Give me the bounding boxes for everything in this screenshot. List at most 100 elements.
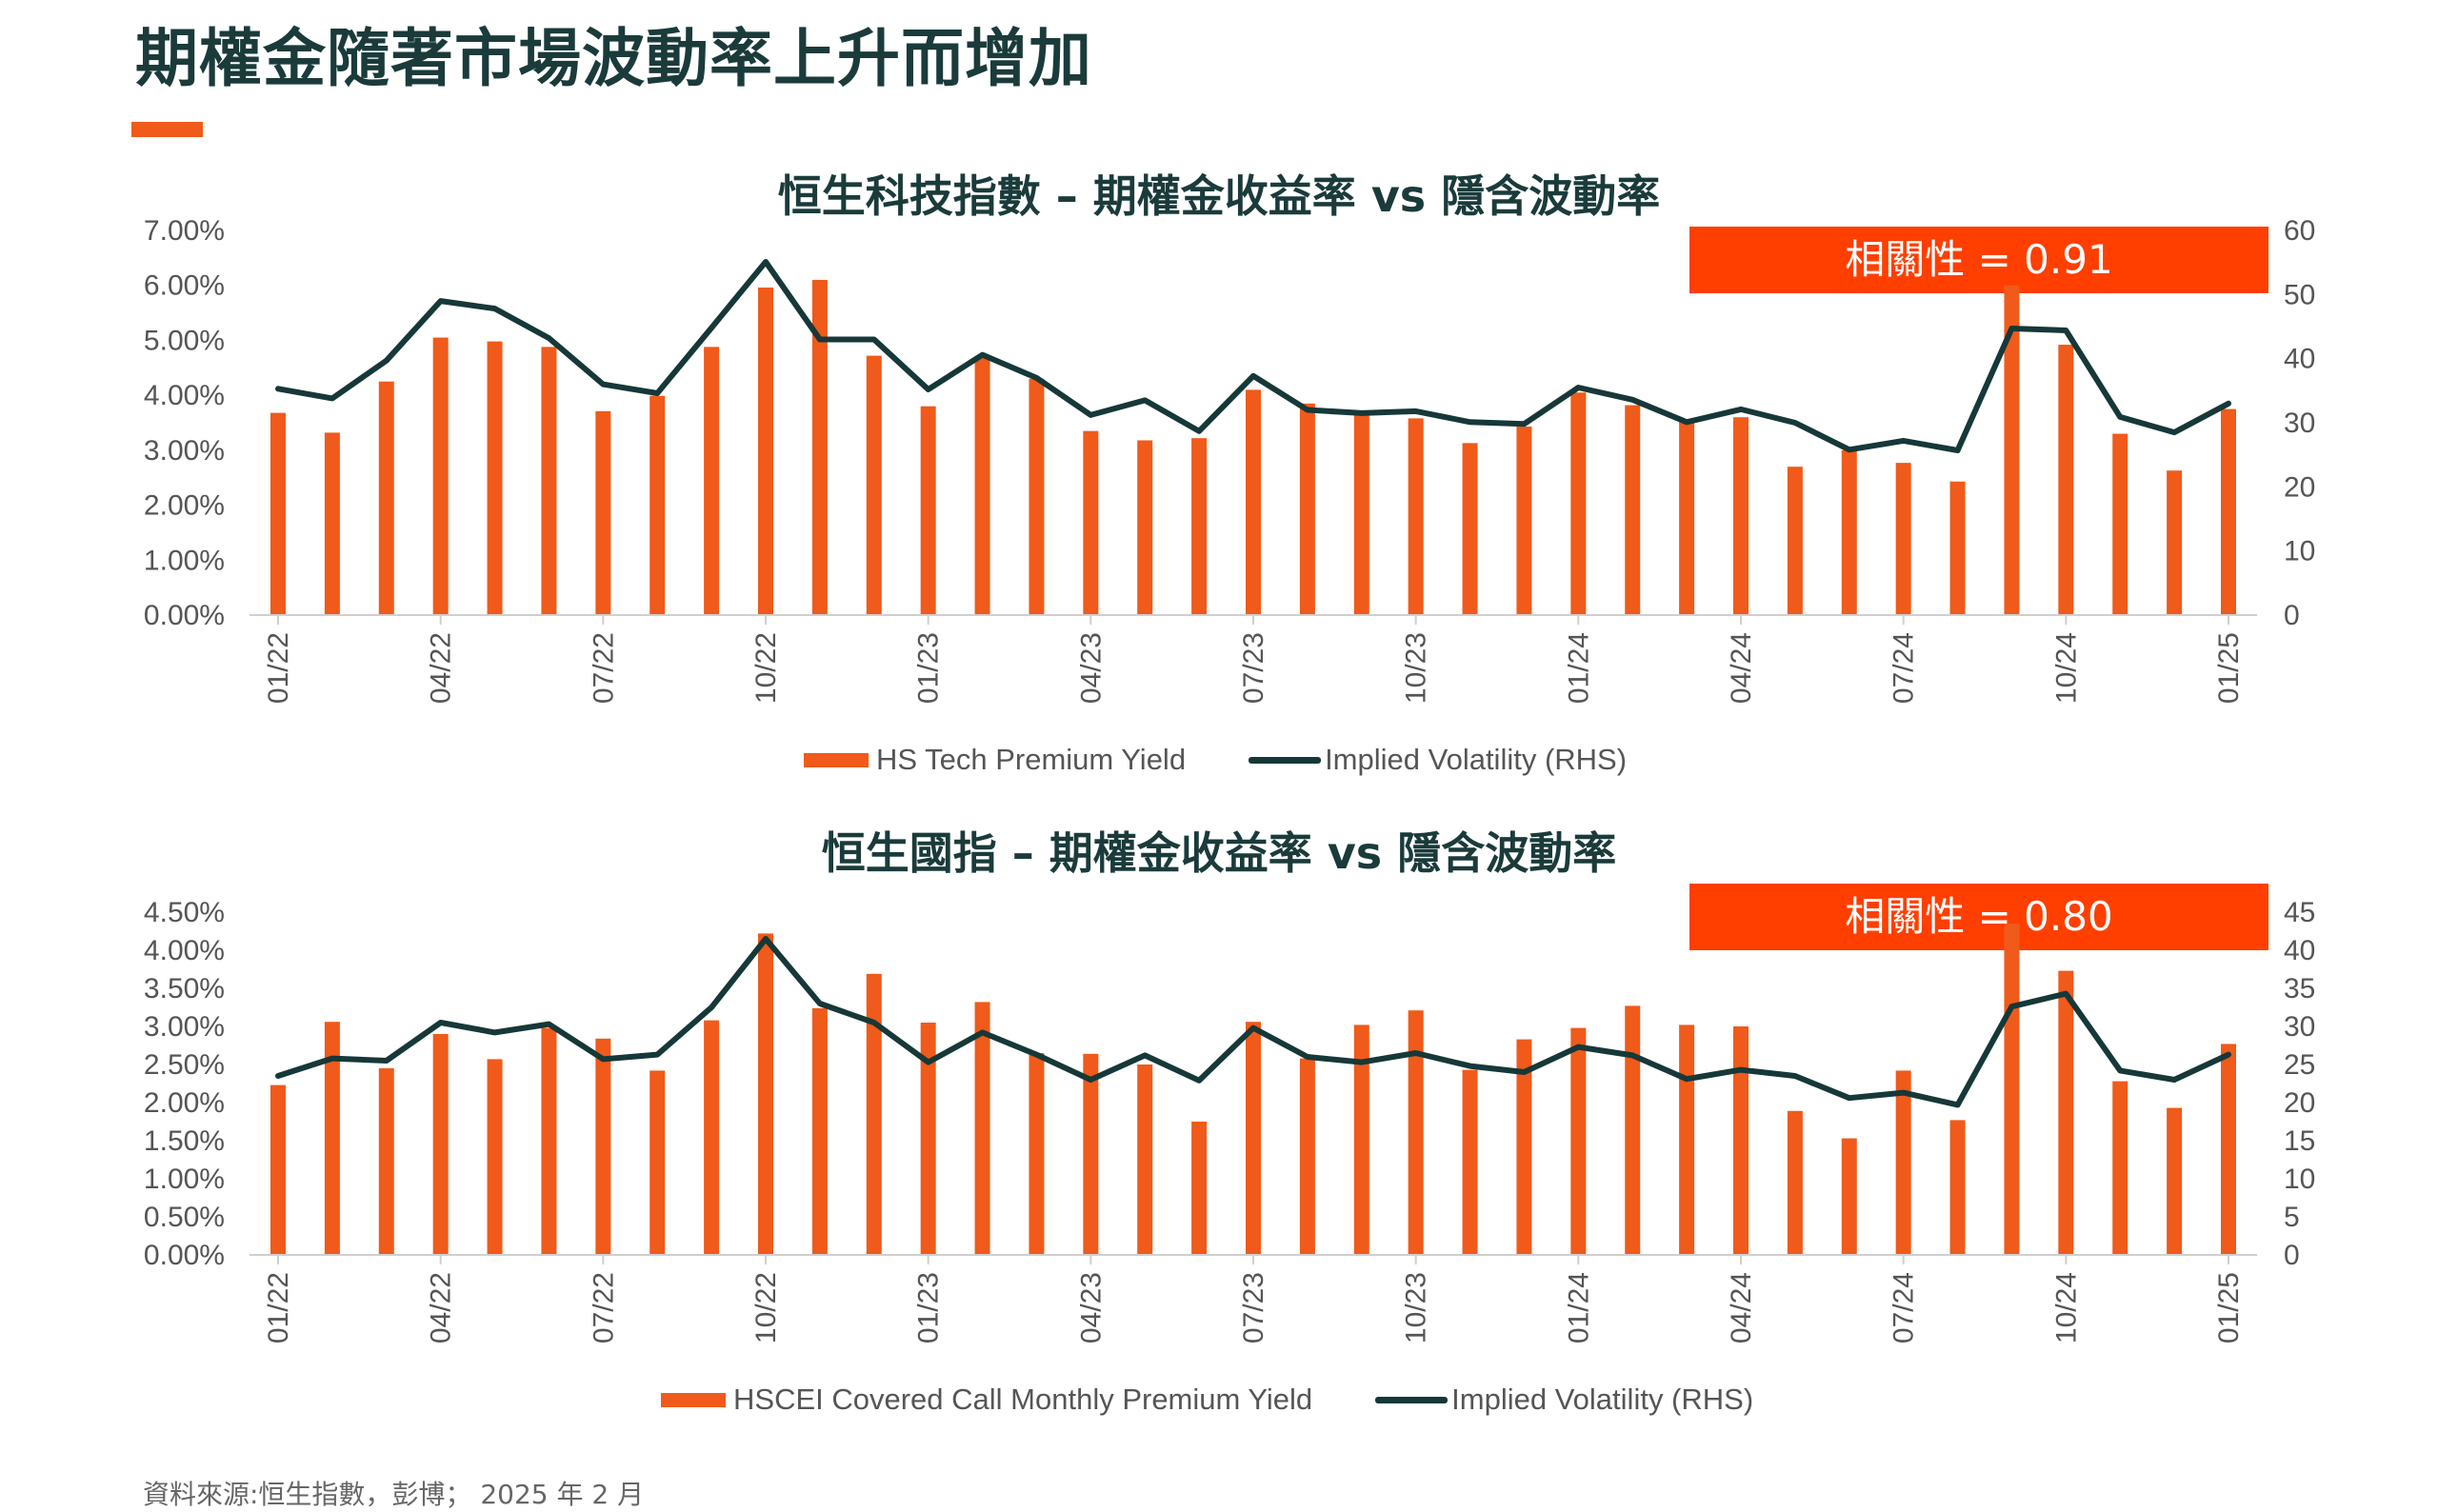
chart2-x-tick-label: 01/24 (1563, 1272, 1594, 1343)
chart1-iv-line (275, 259, 2231, 453)
source-note: 資料來源:恒生指數，彭博； 2025 年 2 月 (143, 1479, 645, 1510)
chart1-plot: 0.00% 1.00% 2.00% 3.00% 4.00% 5.00% 6.00% 7.00%… (144, 215, 2315, 704)
legend-bar-swatch (661, 1392, 726, 1407)
chart1-x-tick-label: 01/22 (263, 632, 294, 704)
chart1-bar (1733, 417, 1749, 615)
chart2-plot: 0.00% 0.50% 1.00% 1.50% 2.00% 2.50% 3.00% 3.50%… (144, 897, 2315, 1343)
chart1-y-tick-label: 7.00% (144, 215, 225, 247)
chart2-y2-tick-label: 30 (2284, 1011, 2315, 1043)
chart2-bar (1733, 1026, 1749, 1255)
chart2-bar (1299, 1058, 1315, 1255)
chart1-bar (2167, 470, 2183, 615)
chart1-bar (1299, 403, 1315, 615)
chart2-bar (704, 1020, 720, 1255)
chart2-bar (1083, 1053, 1099, 1255)
chart1-y2-tick-label: 20 (2284, 471, 2315, 503)
chart2-bar (1191, 1122, 1208, 1255)
chart1-y2-tick-label: 30 (2284, 408, 2315, 439)
chart1-legend-line-label: Implied Volatility (RHS) (1325, 743, 1628, 776)
chart1-bar (1246, 389, 1261, 615)
chart1-x-tick-label: 01/24 (1563, 632, 1594, 704)
chart1-bar (974, 356, 990, 615)
chart1-bar (1029, 378, 1045, 615)
chart2-y2-tick-label: 20 (2284, 1087, 2315, 1119)
title-accent-bar (131, 122, 203, 137)
chart1-bar (378, 381, 394, 615)
chart2-bar (649, 1070, 666, 1255)
chart2-bar (1408, 1010, 1424, 1255)
chart2-y2-tick-label: 5 (2284, 1202, 2300, 1233)
chart2-y2-tick-label: 0 (2284, 1240, 2300, 1271)
chart2-bar (2221, 1044, 2236, 1255)
chart1-bar (1516, 427, 1532, 615)
chart2-y-tick-label: 3.50% (144, 973, 225, 1005)
chart2-x-tick-label: 01/25 (2213, 1272, 2245, 1343)
chart1-y2-tick-label: 10 (2284, 536, 2315, 567)
chart1-bar (811, 279, 828, 615)
chart2-bar (432, 1034, 449, 1255)
chart2-bar (1462, 1069, 1478, 1255)
chart1-bar (1462, 443, 1478, 615)
chart1-y-tick-label: 6.00% (144, 270, 225, 302)
chart1-bar (1353, 414, 1369, 615)
chart2-y-tick-label: 2.50% (144, 1049, 225, 1081)
chart1-x-tick-label: 10/22 (750, 632, 782, 704)
chart1-x-tick-label: 04/24 (1726, 632, 1757, 704)
chart2-x-tick-label: 10/24 (2050, 1272, 2082, 1343)
chart2-x-tick-label: 01/23 (913, 1272, 945, 1343)
chart1-bar (1679, 420, 1695, 615)
chart1-x-tick-label: 10/24 (2050, 632, 2082, 704)
chart2-legend: HSCEI Covered Call Monthly Premium Yield… (661, 1383, 1753, 1417)
chart2-iv-line (275, 936, 2231, 1108)
chart2-bar (1029, 1053, 1045, 1255)
chart2-y-tick-label: 1.50% (144, 1125, 225, 1157)
chart1-y-tick-label: 1.00% (144, 545, 225, 576)
chart1-bar (541, 347, 557, 615)
chart1-bar (2058, 345, 2074, 615)
chart1-x-tick-label: 10/23 (1401, 632, 1432, 704)
chart2-bar (2112, 1081, 2128, 1255)
chart1-bar (1787, 467, 1803, 615)
chart2-x-tick-label: 04/23 (1075, 1272, 1107, 1343)
chart2-bar (2167, 1107, 2183, 1255)
chart2-bar (595, 1038, 611, 1255)
chart2-bar (974, 1002, 990, 1255)
chart2-bar (1516, 1039, 1532, 1255)
chart2-bar (1949, 1120, 1966, 1255)
chart2-bar (1679, 1025, 1695, 1255)
chart1-legend: HS Tech Premium Yield Implied Volatility… (804, 743, 1627, 777)
chart2-legend-bar-label: HSCEI Covered Call Monthly Premium Yield (733, 1383, 1313, 1416)
chart2-y2-tick-label: 45 (2284, 897, 2315, 928)
chart2-bar (920, 1023, 936, 1255)
chart2-x-tick-label: 07/22 (588, 1272, 619, 1343)
chart1-bar (324, 432, 340, 615)
chart1-bar (704, 347, 720, 615)
chart2-x-tick-label: 10/23 (1401, 1272, 1432, 1343)
chart2-title: 恒生國指 – 期權金收益率 vs 隱含波動率 (821, 827, 1617, 879)
chart1-y-tick-label: 4.00% (144, 380, 225, 411)
chart2-y-tick-label: 3.00% (144, 1011, 225, 1043)
chart1-correlation-badge: 相關性 = 0.91 (1689, 227, 2268, 293)
chart1-y2-tick-label: 60 (2284, 215, 2315, 247)
chart2-bar (487, 1059, 503, 1255)
chart1-bar (2004, 285, 2020, 615)
chart2-bar (541, 1027, 557, 1255)
chart2-bar (1137, 1064, 1153, 1255)
chart1-bar (487, 341, 503, 615)
chart1-y2-tick-label: 0 (2284, 600, 2300, 631)
chart2-x-tick-label: 10/22 (750, 1272, 782, 1343)
chart1-bar (866, 355, 882, 615)
chart1-bar (1408, 418, 1424, 615)
chart2-bar (1246, 1022, 1261, 1255)
chart2-y2-tick-label: 15 (2284, 1125, 2315, 1157)
chart2-bar (1787, 1110, 1803, 1255)
chart2-bar (811, 1007, 828, 1255)
chart2-x-tick-label: 04/22 (426, 1272, 457, 1343)
chart1-bar (1949, 481, 1966, 615)
chart1-x-tick-label: 07/23 (1238, 632, 1269, 704)
chart2-y-tick-label: 4.50% (144, 897, 225, 928)
chart1-bar (1137, 440, 1153, 615)
chart2-y2-tick-label: 10 (2284, 1164, 2315, 1195)
chart2-y-tick-label: 2.00% (144, 1087, 225, 1119)
legend-line-swatch (1375, 1396, 1449, 1403)
